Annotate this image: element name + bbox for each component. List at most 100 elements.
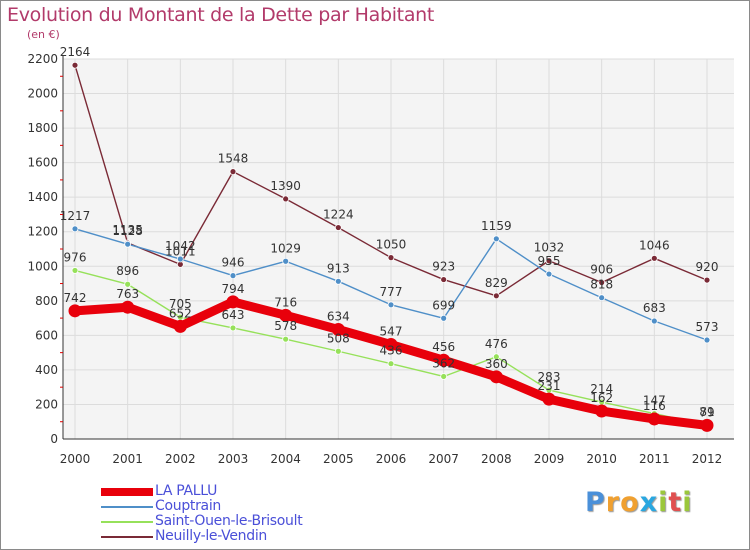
- data-label: 896: [116, 264, 139, 278]
- data-label: 818: [590, 278, 613, 292]
- data-label: 1046: [639, 238, 670, 252]
- data-label: 162: [590, 391, 613, 405]
- y-tick-label: 200: [35, 397, 58, 411]
- data-point: [282, 335, 290, 343]
- data-point: [71, 61, 79, 69]
- data-point: [68, 304, 82, 318]
- data-label: 913: [327, 261, 350, 275]
- data-label: 634: [327, 309, 350, 323]
- data-label: 1135: [112, 223, 143, 237]
- x-tick-label: 2006: [376, 452, 407, 466]
- data-point: [647, 412, 661, 426]
- x-tick-label: 2008: [481, 452, 512, 466]
- legend-swatch: [101, 488, 153, 496]
- plot-area: [63, 59, 734, 439]
- x-tick-label: 2001: [112, 452, 143, 466]
- data-point: [440, 276, 448, 283]
- data-point: [334, 347, 342, 355]
- legend-swatch: [101, 506, 153, 508]
- legend-label: Neuilly-le-Vendin: [155, 528, 267, 544]
- data-point: [173, 319, 187, 333]
- data-label: 81: [699, 405, 714, 419]
- data-point: [334, 277, 342, 285]
- data-point: [71, 267, 79, 274]
- x-tick-label: 2000: [60, 452, 91, 466]
- data-label: 1042: [165, 239, 196, 253]
- data-point: [176, 255, 184, 263]
- data-point: [492, 235, 500, 243]
- data-label: 508: [327, 331, 350, 345]
- legend-item: Neuilly-le-Vendin: [101, 528, 361, 545]
- data-label: 436: [380, 344, 403, 358]
- x-tick-label: 2004: [270, 452, 301, 466]
- data-label: 1548: [218, 152, 249, 166]
- data-label: 705: [169, 297, 192, 311]
- data-label: 920: [696, 260, 719, 274]
- data-label: 116: [643, 399, 666, 413]
- chart-title: Evolution du Montant de la Dette par Hab…: [7, 4, 435, 26]
- data-point: [700, 418, 714, 432]
- data-point: [124, 240, 132, 248]
- data-label: 1224: [323, 208, 354, 222]
- data-point: [650, 317, 658, 325]
- data-label: 456: [432, 340, 455, 354]
- data-label: 1011: [165, 244, 196, 258]
- data-label: 547: [380, 325, 403, 339]
- data-label: 683: [643, 301, 666, 315]
- data-label: 578: [274, 319, 297, 333]
- y-tick-label: 400: [35, 363, 58, 377]
- data-label: 1217: [60, 209, 91, 223]
- data-point: [279, 308, 293, 322]
- data-label: 652: [169, 306, 192, 320]
- data-label: 955: [538, 254, 561, 268]
- y-tick-label: 1800: [27, 121, 58, 135]
- x-tick-label: 2002: [165, 452, 196, 466]
- legend-item: Couptrain: [101, 498, 361, 515]
- chart-legend: LA PALLU Couptrain Saint-Ouen-le-Brisoult N…: [101, 483, 361, 545]
- legend-label: Saint-Ouen-le-Brisoult: [155, 513, 303, 529]
- data-point: [703, 336, 711, 344]
- data-label: 923: [432, 260, 455, 274]
- data-point: [545, 257, 553, 265]
- data-label: 2164: [60, 45, 91, 59]
- data-label: 79: [699, 405, 714, 419]
- data-label: 1050: [376, 238, 407, 252]
- data-label: 699: [432, 298, 455, 312]
- data-label: 360: [485, 357, 508, 371]
- data-point: [229, 168, 237, 176]
- data-point: [387, 254, 395, 262]
- data-label: 1128: [112, 224, 143, 238]
- data-point: [71, 225, 79, 233]
- data-label: 1390: [270, 179, 301, 193]
- data-point: [542, 392, 556, 406]
- data-point: [282, 257, 290, 265]
- data-label: 716: [274, 295, 297, 309]
- data-point: [334, 224, 342, 231]
- data-point: [492, 353, 500, 361]
- data-label: 794: [222, 282, 245, 296]
- data-label: 214: [590, 382, 613, 396]
- data-point: [387, 360, 395, 368]
- data-point: [703, 276, 711, 284]
- data-label: 976: [64, 250, 87, 264]
- data-label: 1032: [534, 241, 565, 255]
- data-label: 573: [696, 320, 719, 334]
- legend-item: LA PALLU: [101, 483, 361, 500]
- data-label: 283: [538, 370, 561, 384]
- y-tick-label: 1200: [27, 225, 58, 239]
- data-label: 946: [222, 256, 245, 270]
- data-point: [545, 270, 553, 278]
- y-tick-label: 1400: [27, 190, 58, 204]
- legend-label: Couptrain: [155, 498, 221, 514]
- data-label: 231: [538, 379, 561, 393]
- y-tick-label: 2200: [27, 52, 58, 66]
- x-tick-label: 2012: [692, 452, 723, 466]
- data-point: [489, 370, 503, 384]
- data-point: [440, 373, 448, 380]
- data-label: 643: [222, 308, 245, 322]
- data-label: 742: [64, 291, 87, 305]
- x-tick-label: 2011: [639, 452, 670, 466]
- y-tick-label: 1600: [27, 156, 58, 170]
